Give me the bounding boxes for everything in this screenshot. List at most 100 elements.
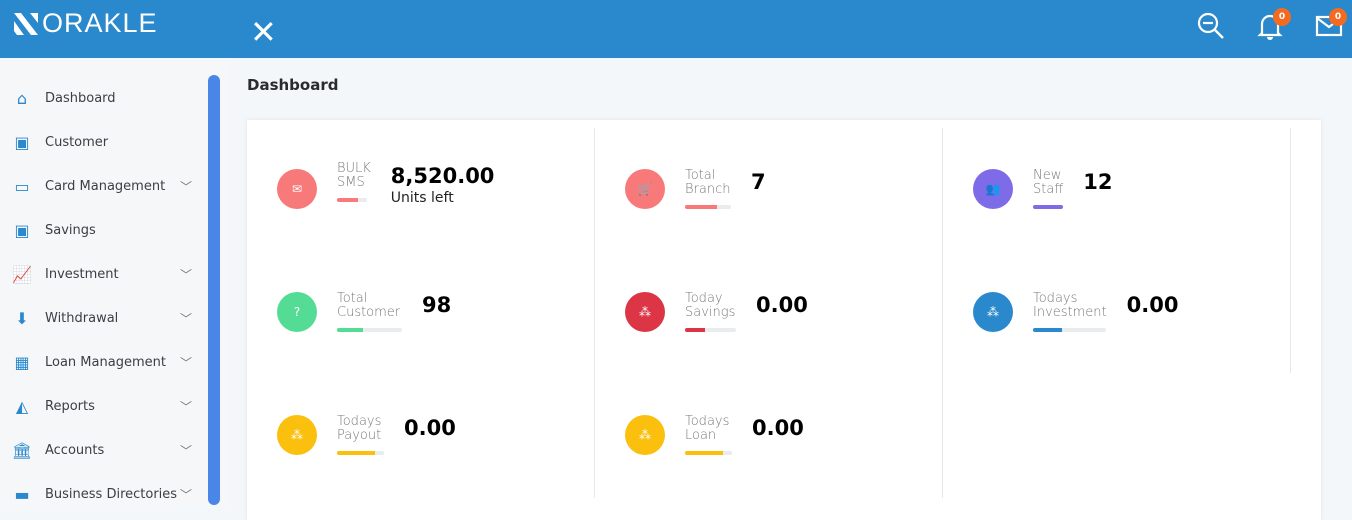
money-icon: ▣ xyxy=(14,132,30,152)
area-chart-icon: ◭ xyxy=(15,396,29,416)
stat-progress-bar xyxy=(685,451,732,455)
envelope-icon: ✉ xyxy=(277,169,317,209)
stat-value: 0.00 xyxy=(752,416,804,440)
divider xyxy=(594,128,595,498)
sidebar-item-dashboard[interactable]: ⌂ Dashboard xyxy=(0,76,200,120)
chevron-down-icon[interactable]: ﹀ xyxy=(180,311,193,326)
sidebar: ⌂ Dashboard ▣ Customer ▭ Card Management ﹀ ▣ Sav… xyxy=(0,58,230,505)
chevron-down-icon[interactable]: ﹀ xyxy=(180,355,193,370)
stat-label: Todays xyxy=(1033,291,1078,306)
cubes-icon: ⁂ xyxy=(973,292,1013,332)
stat-progress-bar xyxy=(685,205,731,209)
grid-icon: ▦ xyxy=(14,352,30,372)
sidebar-item-label: Customer xyxy=(45,134,109,150)
chevron-down-icon[interactable]: ﹀ xyxy=(180,399,193,414)
sidebar-item-label: Savings xyxy=(45,222,96,238)
stat-progress-bar xyxy=(685,328,736,332)
notifications-button[interactable]: 0 xyxy=(1257,8,1291,44)
stat-label: Todays xyxy=(337,414,382,429)
sidebar-item-label: Reports xyxy=(45,398,95,414)
sidebar-item-customer[interactable]: ▣ Customer xyxy=(0,120,200,164)
top-bar: ORAKLE ✕ 0 0 xyxy=(0,0,1352,58)
sidebar-item-label: Accounts xyxy=(45,442,105,458)
chevron-down-icon[interactable]: ﹀ xyxy=(180,179,193,194)
sidebar-item-card-management[interactable]: ▭ Card Management ﹀ xyxy=(0,164,200,208)
stat-progress-bar xyxy=(1033,328,1106,332)
stat-value: 98 xyxy=(422,293,452,317)
message-badge: 0 xyxy=(1329,8,1347,26)
stat-label: Payout xyxy=(337,428,382,443)
sidebar-item-label: Card Management xyxy=(45,178,166,194)
stat-label: Todays xyxy=(685,414,730,429)
stat-label: Investment xyxy=(1033,305,1107,320)
cubes-icon: ⁂ xyxy=(277,415,317,455)
stat-progress-bar xyxy=(337,328,402,332)
stat-label: Loan xyxy=(685,428,717,443)
stat-label: Staff xyxy=(1033,182,1064,197)
stat-today-savings: ⁂ Today Savings 0.00 xyxy=(625,292,808,332)
stat-value: 0.00 xyxy=(1126,293,1179,317)
stat-todays-investment: ⁂ Todays Investment 0.00 xyxy=(973,292,1178,332)
stat-label: Total xyxy=(685,168,716,183)
stat-value: 0.00 xyxy=(756,293,808,317)
stat-bulk-sms: ✉ BULK SMS 8,520.00 Units left xyxy=(277,162,494,209)
chevron-down-icon[interactable]: ﹀ xyxy=(180,443,193,458)
sidebar-item-reports[interactable]: ◭ Reports ﹀ xyxy=(0,384,200,428)
sidebar-scrollbar[interactable] xyxy=(208,75,220,505)
messages-button[interactable]: 0 xyxy=(1315,8,1347,42)
sidebar-item-loan-management[interactable]: ▦ Loan Management ﹀ xyxy=(0,340,200,384)
stat-new-staff: 👥 New Staff 12 xyxy=(973,169,1113,209)
stat-label: New xyxy=(1033,168,1062,183)
stat-label: BULK xyxy=(337,161,371,176)
home-icon: ⌂ xyxy=(16,88,28,108)
sidebar-item-label: Loan Management xyxy=(45,354,166,370)
cart-icon: 🛒 xyxy=(625,169,665,209)
users-icon: 👥 xyxy=(973,169,1013,209)
sidebar-item-label: Dashboard xyxy=(45,90,116,106)
chevron-down-icon[interactable]: ﹀ xyxy=(180,487,193,502)
stat-label: Today xyxy=(685,291,723,306)
sidebar-item-business-directories[interactable]: ▬ Business Directories ﹀ xyxy=(0,472,200,516)
bank-icon: 🏛 xyxy=(11,440,33,460)
stat-subtext: Units left xyxy=(390,190,454,206)
cubes-icon: ⁂ xyxy=(625,292,665,332)
stat-progress-bar xyxy=(337,451,384,455)
logo-mark-icon xyxy=(14,12,38,35)
stat-progress-bar xyxy=(1033,205,1063,209)
money-icon: ▣ xyxy=(14,220,30,240)
divider xyxy=(942,128,943,498)
cubes-icon: ⁂ xyxy=(625,415,665,455)
stat-label: SMS xyxy=(337,175,365,190)
stat-todays-loan: ⁂ Todays Loan 0.00 xyxy=(625,415,804,455)
logo[interactable]: ORAKLE xyxy=(12,8,158,39)
sidebar-item-investment[interactable]: 📈 Investment ﹀ xyxy=(0,252,200,296)
page-title: Dashboard xyxy=(247,76,339,94)
stat-value: 7 xyxy=(751,170,766,194)
sidebar-item-savings[interactable]: ▣ Savings xyxy=(0,208,200,252)
stats-card: ✉ BULK SMS 8,520.00 Units left 🛒 Total Branc… xyxy=(247,120,1321,520)
folder-icon: ▬ xyxy=(14,484,30,504)
arrow-circle-down-icon: ⬇ xyxy=(15,308,29,328)
stat-todays-payout: ⁂ Todays Payout 0.00 xyxy=(277,415,456,455)
line-chart-icon: 📈 xyxy=(12,264,32,284)
zoom-out-icon[interactable] xyxy=(1197,12,1225,44)
stat-label: Customer xyxy=(337,305,401,320)
stat-total-branch: 🛒 Total Branch 7 xyxy=(625,169,766,209)
sidebar-item-withdrawal[interactable]: ⬇ Withdrawal ﹀ xyxy=(0,296,200,340)
stat-label: Total xyxy=(337,291,368,306)
sidebar-item-label: Withdrawal xyxy=(45,310,119,326)
stat-value: 0.00 xyxy=(404,416,456,440)
close-sidebar-button[interactable]: ✕ xyxy=(250,13,277,51)
sidebar-item-label: Investment xyxy=(45,266,119,282)
sidebar-item-accounts[interactable]: 🏛 Accounts ﹀ xyxy=(0,428,200,472)
stat-value: 12 xyxy=(1083,170,1113,194)
question-icon: ? xyxy=(277,292,317,332)
sidebar-item-label: Business Directories xyxy=(45,486,178,502)
chevron-down-icon[interactable]: ﹀ xyxy=(180,267,193,282)
stat-progress-bar xyxy=(337,198,367,202)
stat-value: 8,520.00 xyxy=(390,164,495,188)
divider xyxy=(1290,128,1291,373)
stat-label: Branch xyxy=(685,182,731,197)
stat-label: Savings xyxy=(685,305,736,320)
notification-badge: 0 xyxy=(1273,8,1291,26)
